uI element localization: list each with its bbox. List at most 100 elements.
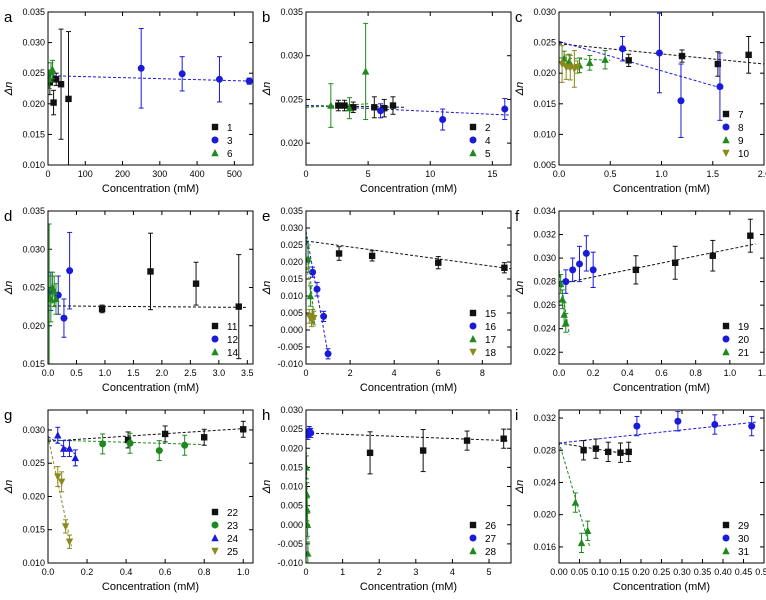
- x-tick-label: 0.10: [591, 567, 609, 577]
- data-point: [335, 102, 342, 109]
- data-point: [52, 294, 60, 303]
- legend-marker: [469, 335, 477, 343]
- plot-frame: [47, 210, 254, 365]
- x-tick-label: 2.5: [184, 368, 197, 378]
- y-tick-label: 0.025: [280, 94, 303, 104]
- x-tick-label: 10: [425, 169, 435, 179]
- plot-content: [48, 223, 248, 364]
- data-point: [60, 314, 68, 322]
- legend: 26 27 28: [469, 521, 497, 558]
- legend-marker: [469, 521, 477, 529]
- data-point: [605, 448, 612, 456]
- y-tick-label: 0.010: [22, 558, 45, 568]
- plot-frame: [305, 409, 512, 564]
- data-point: [632, 266, 640, 274]
- data-point: [50, 99, 57, 106]
- data-point: [677, 97, 685, 105]
- y-tick-label: 0.020: [22, 99, 45, 109]
- legend-label: 7: [738, 110, 744, 121]
- data-point: [580, 447, 587, 454]
- legend-marker: [469, 534, 477, 542]
- panel-letter: c: [515, 9, 523, 26]
- y-tick-label: 0.015: [22, 525, 45, 535]
- y-tick-label: 0.020: [533, 68, 556, 78]
- legend-label: 16: [485, 322, 497, 333]
- y-tick-label: 0.026: [533, 300, 556, 310]
- x-tick-label: 1.0: [99, 368, 112, 378]
- data-point: [57, 81, 65, 88]
- x-tick-label: 0.0: [553, 169, 566, 179]
- legend: 29 30 31: [722, 521, 750, 558]
- legend-label: 8: [738, 123, 744, 134]
- legend-label: 24: [227, 534, 239, 545]
- data-point: [350, 104, 357, 111]
- y-tick-label: 0.035: [22, 206, 45, 216]
- plot-content: [559, 218, 756, 335]
- legend-label: 21: [738, 348, 750, 359]
- data-point: [617, 449, 624, 456]
- panel-letter: d: [4, 208, 12, 225]
- data-point: [65, 95, 72, 103]
- x-tick-label: 4: [450, 567, 455, 577]
- panel-b: b 0 5 10 15 0.020 0.025 0.030 0.035 Concentration…: [261, 7, 512, 195]
- data-point: [98, 305, 106, 313]
- x-tick-label: 500: [227, 169, 242, 179]
- data-point: [306, 520, 312, 528]
- y-axis-label: Δn: [3, 480, 15, 495]
- data-point: [586, 58, 594, 66]
- data-point: [589, 266, 597, 274]
- data-point: [501, 264, 508, 271]
- legend-label: 19: [738, 322, 750, 333]
- plot-content: [306, 231, 511, 360]
- data-point: [573, 63, 582, 72]
- x-tick-label: 1.2: [758, 368, 766, 378]
- legend-label: 10: [738, 149, 750, 160]
- data-point: [306, 549, 312, 557]
- y-axis-label: Δn: [514, 281, 526, 296]
- data-point: [582, 249, 590, 257]
- data-point: [307, 429, 315, 437]
- legend-label: 22: [227, 508, 239, 519]
- plot-frame: [305, 11, 512, 166]
- data-point: [747, 232, 754, 239]
- data-point: [419, 447, 427, 454]
- legend-marker: [722, 123, 730, 131]
- y-tick-label: 0.020: [280, 443, 303, 453]
- legend-marker: [211, 149, 219, 157]
- y-tick-label: -0.010: [277, 558, 303, 568]
- x-tick-label: 0.5: [604, 169, 617, 179]
- x-tick-label: 1.5: [706, 169, 719, 179]
- legend-marker: [722, 348, 730, 356]
- data-point: [306, 490, 311, 498]
- data-point: [126, 439, 134, 447]
- x-tick-label: 3.0: [213, 368, 226, 378]
- data-point: [559, 295, 567, 303]
- legend: 22 23 24 25: [211, 508, 239, 558]
- data-point: [313, 285, 321, 293]
- data-point: [569, 266, 577, 274]
- legend-marker: [211, 136, 219, 144]
- data-point: [137, 64, 145, 72]
- legend-marker: [722, 110, 730, 118]
- data-point: [155, 447, 163, 455]
- fit-line: [48, 439, 205, 446]
- data-point: [306, 505, 311, 513]
- panel-letter: h: [262, 407, 270, 424]
- panel-letter: b: [262, 9, 270, 26]
- fit-line: [48, 436, 78, 456]
- plot-content: [306, 22, 511, 131]
- x-tick-label: 1: [340, 567, 345, 577]
- y-tick-label: 0.010: [280, 291, 303, 301]
- x-tick-label: 100: [78, 169, 93, 179]
- data-point: [435, 259, 442, 266]
- data-point: [674, 417, 682, 425]
- y-tick-label: 0.015: [533, 99, 556, 109]
- panel-i: i 0.00 0.05 0.10 0.15 0.20 0.25 0.30 0.35 0.40 0.4…: [514, 407, 766, 593]
- x-tick-label: 0.30: [673, 567, 691, 577]
- y-tick-label: 0.020: [22, 491, 45, 501]
- y-tick-label: 0.028: [533, 277, 556, 287]
- data-point: [306, 254, 312, 262]
- data-point: [320, 312, 328, 320]
- x-tick-label: 0.6: [159, 567, 172, 577]
